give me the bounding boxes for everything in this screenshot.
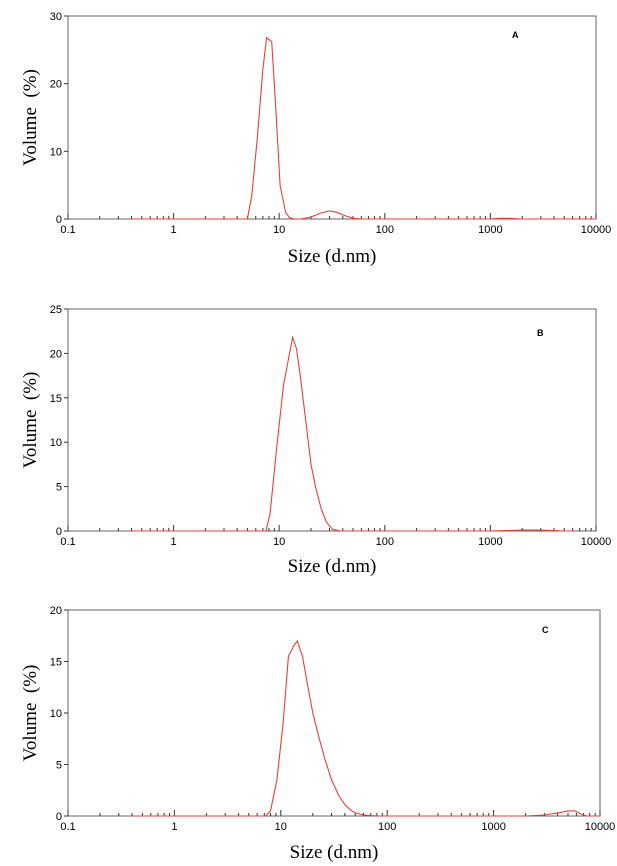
y-tick-label: 5	[56, 760, 62, 772]
x-tick-label: 100	[376, 536, 394, 548]
x-tick-label: 1	[171, 821, 177, 833]
y-tick-label: 20	[50, 348, 62, 360]
series-line-c	[132, 639, 600, 817]
y-tick-label: 0	[56, 214, 62, 226]
x-axis-title: Size (d.nm)	[288, 556, 377, 577]
series-line-b	[131, 335, 573, 532]
x-tick-label: 100	[378, 821, 396, 833]
y-tick-label: 25	[50, 304, 62, 316]
x-axis-title: Size (d.nm)	[288, 246, 377, 267]
x-tick-label: 10	[273, 224, 285, 236]
y-tick-label: 10	[50, 437, 62, 449]
y-axis-title: Volume (%)	[20, 69, 41, 166]
x-tick-label: 10	[275, 821, 287, 833]
x-tick-label: 10	[273, 536, 285, 548]
y-axis-title: Volume (%)	[20, 665, 41, 762]
y-tick-label: 10	[50, 146, 62, 158]
y-tick-label: 0	[56, 526, 62, 538]
x-tick-label: 10000	[585, 821, 616, 833]
y-tick-label: 15	[50, 393, 62, 405]
plot-frame-a	[67, 15, 597, 220]
panel-label: A	[512, 30, 519, 40]
x-axis-title: Size (d.nm)	[290, 842, 379, 863]
x-tick-label: 10000	[581, 224, 612, 236]
x-tick-label: 1000	[478, 224, 502, 236]
y-tick-label: 20	[50, 79, 62, 91]
x-tick-label: 1000	[478, 536, 502, 548]
panel-label: C	[542, 625, 549, 635]
x-tick-label: 100	[376, 224, 394, 236]
x-tick-label: 1000	[481, 821, 505, 833]
x-tick-label: 1	[171, 224, 177, 236]
x-tick-label: 0.1	[60, 821, 75, 833]
y-axis-title: Volume (%)	[20, 372, 41, 469]
y-tick-label: 20	[50, 605, 62, 617]
x-tick-label: 10000	[581, 536, 612, 548]
panel-label: B	[537, 328, 544, 338]
y-tick-label: 0	[56, 811, 62, 823]
y-tick-label: 15	[50, 657, 62, 669]
x-tick-label: 0.1	[60, 536, 75, 548]
series-line-a	[131, 36, 596, 220]
y-tick-label: 30	[50, 11, 62, 23]
y-tick-label: 10	[50, 708, 62, 720]
y-tick-label: 5	[56, 482, 62, 494]
x-tick-label: 0.1	[60, 224, 75, 236]
plot-frame-b	[67, 308, 597, 532]
x-tick-label: 1	[171, 536, 177, 548]
